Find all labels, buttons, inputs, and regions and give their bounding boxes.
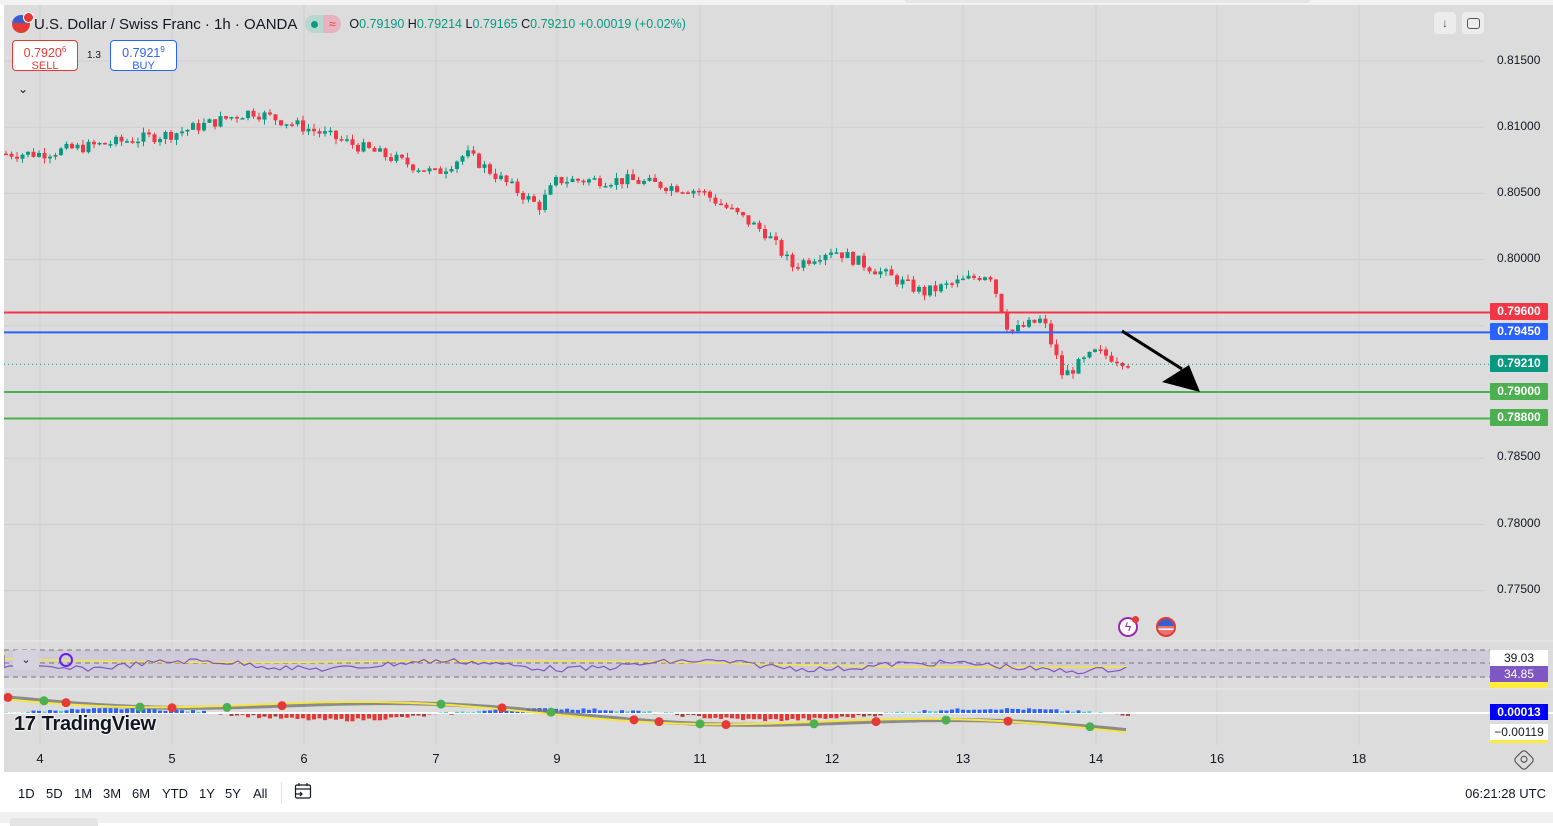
support-price-tag[interactable]: 0.78800 [1490,409,1548,426]
time-axis-label: 14 [1089,751,1103,766]
time-axis-label: 7 [432,751,439,766]
resistance-price-tag[interactable]: 0.79600 [1490,303,1548,320]
download-icon[interactable]: ↓ [1434,12,1456,34]
time-axis-label: 9 [553,751,560,766]
us-economic-event-icon[interactable] [1156,617,1176,637]
ohlc-values: O0.79190 H0.79214 L0.79165 C0.79210 +0.0… [349,17,685,31]
high-value: 0.79214 [417,17,462,31]
rsi-value-tag: 34.85 [1490,666,1548,682]
time-axis-label: 13 [956,751,970,766]
price-axis-label: 0.77500 [1497,582,1540,596]
rsi-upper-tag: 39.03 [1490,650,1548,666]
calendar-goto-icon[interactable] [294,782,312,800]
range-1m-button[interactable]: 1M [74,786,92,801]
macd-signal-tag: −0.00119 [1490,724,1548,743]
buy-price: 0.7921 [122,46,160,60]
range-1d-button[interactable]: 1D [18,786,35,801]
price-axis-label: 0.78000 [1497,516,1540,530]
top-tab [905,0,1310,3]
macd-value-tag: 0.00013 [1490,704,1548,720]
time-axis-label: 12 [825,751,839,766]
spread-value: 1.3 [87,50,101,61]
sell-label: SELL [13,60,77,73]
lightning-event-icon[interactable]: ϟ [1118,617,1138,637]
market-open-icon [305,15,323,33]
buy-button[interactable]: 0.79219 BUY [110,40,177,71]
time-axis-label: 4 [36,751,43,766]
range-5y-button[interactable]: 5Y [225,786,241,801]
tradingview-logo-text: TradingView [42,713,156,736]
rsi-ma-tag [1490,682,1548,688]
range-ytd-button[interactable]: YTD [162,786,188,801]
change-value: +0.00019 (+0.02%) [579,17,686,31]
market-status[interactable]: ≈ [305,15,341,33]
buy-label: BUY [111,60,176,73]
sell-price: 0.7920 [24,46,62,60]
chart-area[interactable] [4,5,1553,772]
buy-price-pip: 9 [160,45,164,54]
price-axis-label: 0.81500 [1497,53,1540,67]
range-1y-button[interactable]: 1Y [199,786,215,801]
chevron-down-icon[interactable]: ⌄ [18,82,28,96]
level-price-tag[interactable]: 0.79450 [1490,323,1548,340]
current-price-tag: 0.79210 [1490,355,1548,372]
range-6m-button[interactable]: 6M [132,786,150,801]
footer-tab [10,818,98,826]
close-value: 0.79210 [530,17,575,31]
low-value: 0.79165 [472,17,517,31]
indicator-collapse-chevron-icon[interactable]: ⌄ [13,650,39,670]
time-axis-label: 16 [1210,751,1224,766]
high-label: H [408,17,417,31]
range-all-button[interactable]: All [253,786,267,801]
range-5d-button[interactable]: 5D [46,786,63,801]
toolbar-divider [281,782,282,804]
time-axis-label: 5 [168,751,175,766]
open-value: 0.79190 [359,17,404,31]
price-axis-label: 0.80500 [1497,185,1540,199]
support-price-tag[interactable]: 0.79000 [1490,383,1548,400]
price-axis-label: 0.81000 [1497,119,1540,133]
time-axis-label: 11 [693,751,707,766]
utc-clock[interactable]: 06:21:28 UTC [1465,786,1546,801]
tradingview-logo[interactable]: 17 TradingView [14,713,156,735]
price-axis-label: 0.78500 [1497,449,1540,463]
tradingview-mark-icon: 17 [14,713,36,736]
open-label: O [349,17,359,31]
sell-button[interactable]: 0.79206 SELL [12,40,78,71]
price-chart-canvas[interactable] [4,5,1553,772]
fullscreen-icon[interactable] [1462,12,1484,34]
symbol-legend: U.S. Dollar / Swiss Franc · 1h · OANDA ≈… [12,14,686,34]
sell-price-pip: 6 [62,45,66,54]
time-axis-label: 6 [300,751,307,766]
close-label: C [521,17,530,31]
bottom-toolbar: 1D 5D 1M 3M 6M YTD 1Y 5Y All 06:21:28 UT… [0,772,1553,812]
symbol-title[interactable]: U.S. Dollar / Swiss Franc · 1h · OANDA [34,16,297,33]
price-axis-label: 0.80000 [1497,251,1540,265]
time-axis-label: 18 [1352,751,1366,766]
usd-chf-flag-icon [12,15,30,33]
footer-strip [0,812,1553,823]
data-delay-icon: ≈ [323,15,341,33]
range-3m-button[interactable]: 3M [103,786,121,801]
